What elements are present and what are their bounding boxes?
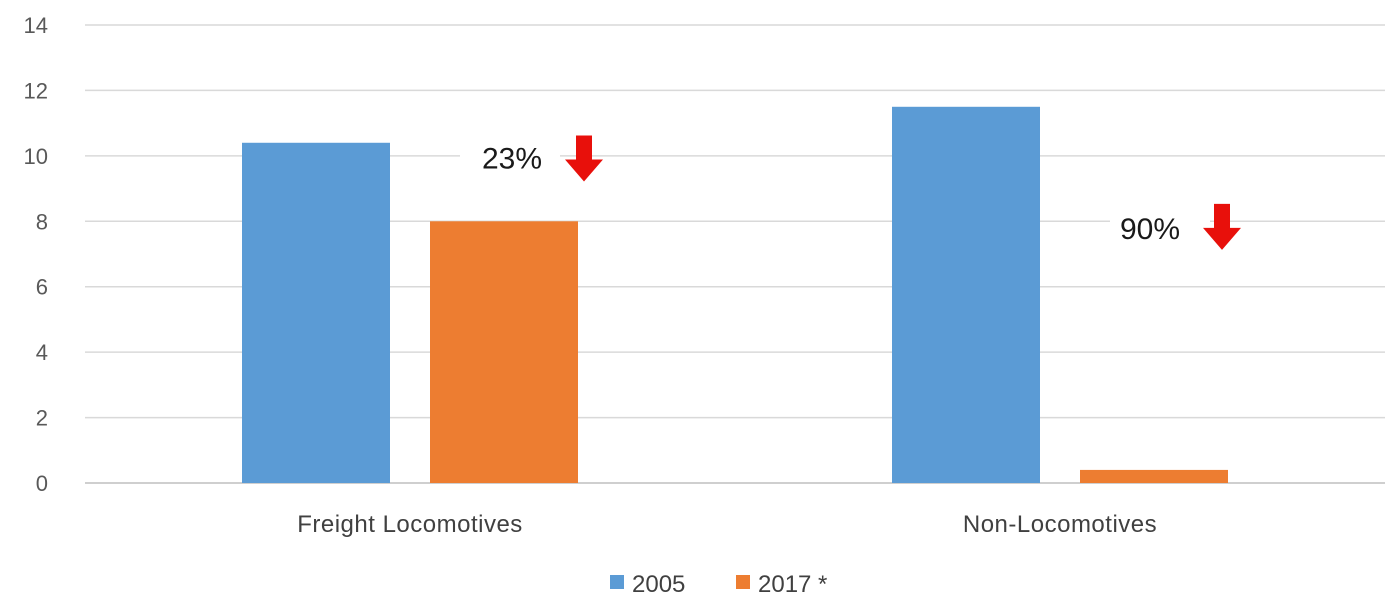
legend-label: 2005 [632,571,685,598]
bar-2005-freight-locomotives [242,142,390,483]
y-tick-label: 4 [36,340,48,365]
annotations: 23% 90% [460,131,1241,250]
y-axis: 0 2 4 6 8 10 12 14 [24,13,48,496]
x-axis: Freight Locomotives Non-Locomotives [297,511,1157,538]
bars [242,106,1228,484]
bar-2005-non-locomotives [892,106,1040,484]
y-tick-label: 14 [24,13,48,38]
down-arrow-icon [565,135,603,182]
y-tick-label: 0 [36,471,48,496]
y-tick-label: 12 [24,78,48,103]
legend-swatch [610,575,624,589]
y-tick-label: 10 [24,144,48,169]
bar-2017-non-locomotives [1080,469,1228,483]
percent-decrease-label: 90% [1120,213,1180,246]
down-arrow-icon [1203,203,1241,250]
legend: 2005 2017 * [610,571,827,598]
percent-decrease-label: 23% [482,142,542,175]
bar-2017-freight-locomotives [430,221,578,484]
y-tick-label: 6 [36,275,48,300]
legend-label: 2017 * [758,571,827,598]
x-category-label: Freight Locomotives [297,511,523,538]
y-tick-label: 2 [36,406,48,431]
x-category-label: Non-Locomotives [963,511,1157,538]
annotation-background [1110,201,1210,246]
annotation-background [460,131,560,176]
legend-swatch [736,575,750,589]
y-tick-label: 8 [36,209,48,234]
